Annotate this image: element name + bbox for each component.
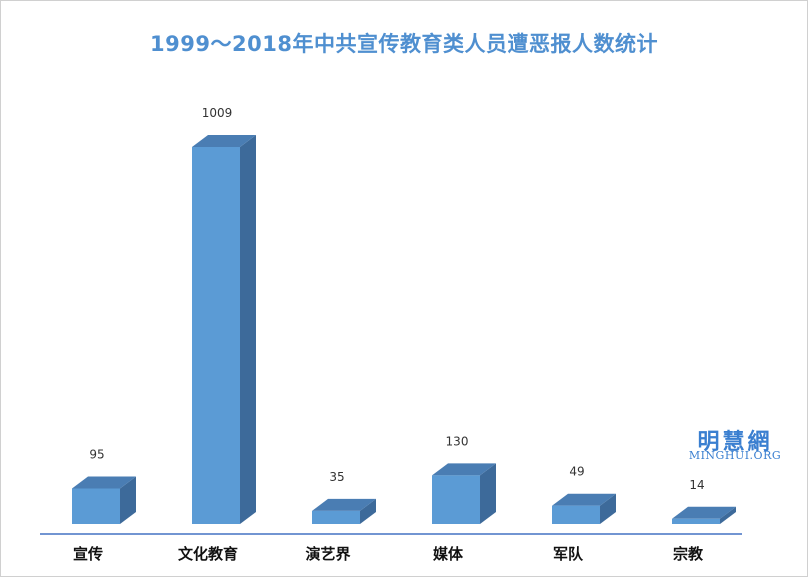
bar-front-5	[672, 518, 720, 524]
bar-side-3	[480, 463, 496, 524]
bar-top-4	[552, 493, 616, 506]
bar-top-2	[312, 498, 376, 511]
bar-top-1	[192, 135, 256, 147]
bar-front-1	[192, 147, 240, 524]
chart-title: 1999～2018年中共宣传教育类人员遭恶报人数统计	[150, 32, 658, 56]
category-label-1: 文化教育	[178, 545, 238, 563]
bar-top-3	[432, 463, 496, 476]
value-label-1: 1009	[202, 106, 233, 120]
bar-5	[672, 506, 736, 524]
bar-front-0	[72, 488, 120, 524]
category-label-0: 宣传	[73, 545, 103, 563]
labels-layer: 95 宣传 1009 文化教育 35 演艺界 130 媒体 49 军队 14 宗教	[73, 106, 705, 563]
bar-side-0	[120, 476, 136, 524]
value-label-3: 130	[446, 434, 469, 448]
value-label-2: 35	[329, 470, 344, 484]
bar-side-2	[360, 498, 376, 524]
value-label-4: 49	[569, 465, 584, 479]
category-label-3: 媒体	[433, 545, 464, 563]
watermark-logo-cn: 明慧網	[697, 430, 773, 455]
bar-2	[312, 498, 376, 524]
bar-3	[432, 463, 496, 524]
bar-side-1	[240, 135, 256, 524]
bar-top-5	[672, 506, 736, 519]
bar-front-2	[312, 510, 360, 524]
bar-top-0	[72, 476, 136, 489]
bar-side-5	[720, 506, 736, 524]
bar-4	[552, 493, 616, 524]
bar-0	[72, 476, 136, 524]
value-label-0: 95	[89, 448, 104, 462]
value-label-5: 14	[689, 478, 704, 492]
category-label-5: 宗教	[673, 545, 704, 563]
bar-front-3	[432, 475, 480, 524]
bar-side-4	[600, 493, 616, 524]
bar-1	[192, 135, 256, 524]
category-label-4: 军队	[553, 545, 584, 563]
bars-layer	[72, 135, 736, 524]
bar-front-4	[552, 505, 600, 524]
category-label-2: 演艺界	[305, 545, 350, 563]
watermark-logo-en: MINGHUI.ORG	[688, 449, 782, 462]
